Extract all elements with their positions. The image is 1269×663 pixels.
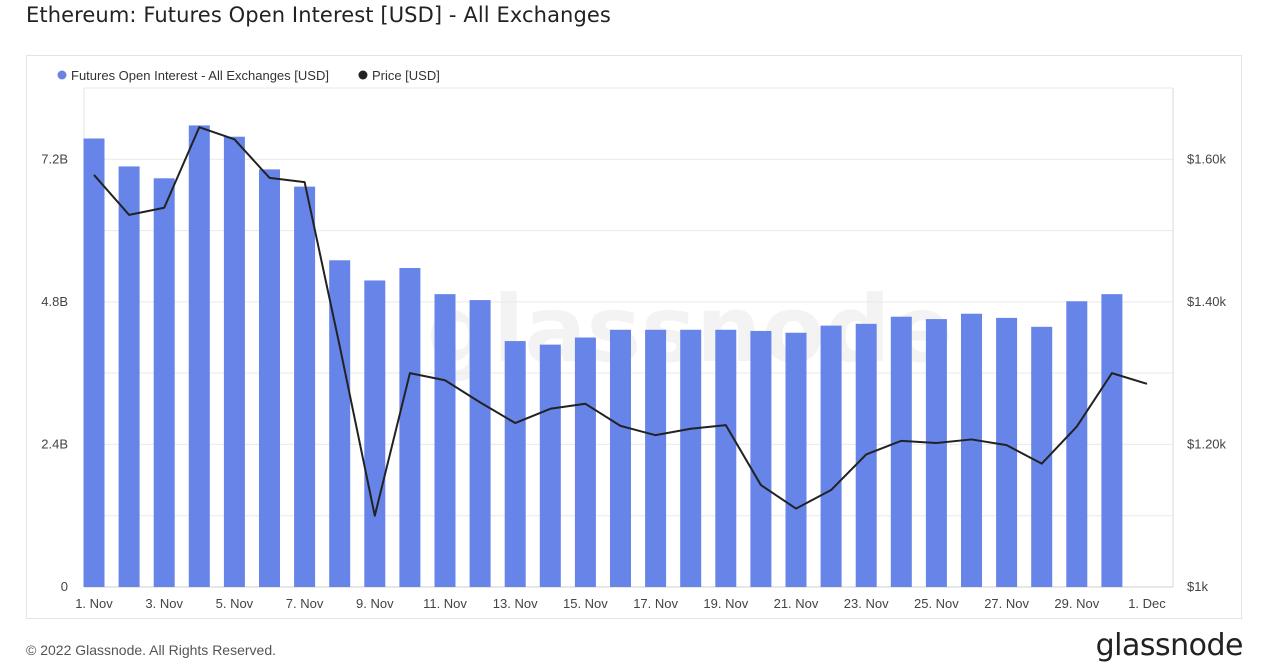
bar	[961, 314, 982, 587]
x-tick-label: 17. Nov	[633, 596, 678, 611]
x-tick-label: 7. Nov	[286, 596, 324, 611]
bar	[680, 330, 701, 587]
y-right-tick-label: $1.60k	[1187, 151, 1227, 166]
x-tick-label: 21. Nov	[774, 596, 819, 611]
bar	[259, 169, 280, 587]
bar	[610, 330, 631, 587]
bar	[786, 333, 807, 587]
bar	[926, 319, 947, 587]
bar	[84, 138, 105, 587]
x-tick-label: 11. Nov	[423, 596, 467, 611]
bar	[1066, 301, 1087, 587]
x-tick-label: 3. Nov	[145, 596, 183, 611]
bar	[399, 268, 420, 587]
chart: glassnode Futures Open Interest - All Ex…	[27, 56, 1243, 620]
bar	[119, 166, 140, 587]
bar	[540, 345, 561, 587]
legend: Futures Open Interest - All Exchanges [U…	[58, 68, 440, 83]
x-tick-label: 1. Nov	[75, 596, 113, 611]
y-left-tick-label: 0	[61, 579, 68, 594]
bar	[189, 125, 210, 587]
x-tick-label: 25. Nov	[914, 596, 959, 611]
copyright: © 2022 Glassnode. All Rights Reserved.	[26, 642, 276, 658]
bar	[505, 341, 526, 587]
y-right-tick-label: $1.40k	[1187, 294, 1227, 309]
bar	[891, 317, 912, 587]
y-left-tick-label: 7.2B	[41, 151, 68, 166]
legend-marker	[58, 71, 67, 80]
y-right-tick-label: $1k	[1187, 579, 1208, 594]
x-tick-label: 29. Nov	[1054, 596, 1099, 611]
bar	[996, 318, 1017, 587]
brand-logo: glassnode	[1096, 628, 1243, 663]
legend-label: Price [USD]	[372, 68, 440, 83]
x-tick-label: 13. Nov	[493, 596, 538, 611]
legend-label: Futures Open Interest - All Exchanges [U…	[71, 68, 329, 83]
legend-marker	[358, 71, 367, 80]
bar	[645, 330, 666, 587]
bar	[821, 326, 842, 587]
x-tick-label: 23. Nov	[844, 596, 889, 611]
page-title: Ethereum: Futures Open Interest [USD] - …	[26, 3, 611, 27]
bar	[364, 280, 385, 587]
x-tick-label: 15. Nov	[563, 596, 608, 611]
bar	[715, 330, 736, 587]
bar	[1101, 294, 1122, 587]
x-tick-label: 27. Nov	[984, 596, 1029, 611]
x-tick-label: 1. Dec	[1128, 596, 1166, 611]
x-tick-label: 5. Nov	[216, 596, 254, 611]
bar	[435, 294, 456, 587]
y-right-tick-label: $1.20k	[1187, 436, 1227, 451]
bar	[154, 178, 175, 587]
bar	[294, 187, 315, 587]
x-tick-label: 19. Nov	[703, 596, 748, 611]
y-left-tick-label: 2.4B	[41, 436, 68, 451]
chart-panel: glassnode Futures Open Interest - All Ex…	[26, 55, 1242, 619]
bar	[224, 137, 245, 587]
bar	[750, 331, 771, 587]
x-tick-label: 9. Nov	[356, 596, 394, 611]
bar	[470, 300, 491, 587]
bar	[575, 338, 596, 588]
y-left-tick-label: 4.8B	[41, 294, 68, 309]
